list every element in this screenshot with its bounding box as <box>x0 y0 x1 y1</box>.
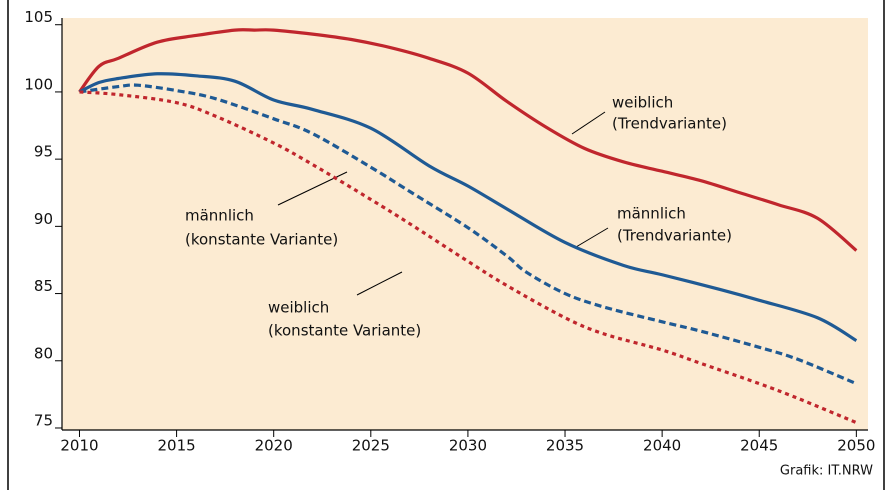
x-tick-label: 2040 <box>643 437 681 455</box>
y-tick-label: 85 <box>34 277 53 295</box>
x-tick-label: 2020 <box>255 437 293 455</box>
series-line <box>79 90 857 425</box>
x-tick-label: 2045 <box>740 437 778 455</box>
y-tick-label: 105 <box>24 8 53 26</box>
y-tick-label: 75 <box>34 411 53 429</box>
leader-line <box>571 111 606 135</box>
x-tick-label: 2010 <box>60 437 98 455</box>
annotation: (Trendvariante) <box>617 227 732 245</box>
y-tick-label: 100 <box>24 75 53 93</box>
x-tick-label: 2015 <box>157 437 195 455</box>
x-tick-label: 2025 <box>352 437 390 455</box>
y-tick-label: 95 <box>34 143 53 161</box>
annotation: weiblich <box>268 299 329 317</box>
y-tick-label: 90 <box>34 210 53 228</box>
series-line <box>78 72 858 342</box>
x-tick-label: 2035 <box>546 437 584 455</box>
x-tick-label: 2030 <box>449 437 487 455</box>
leader-line <box>356 271 403 296</box>
series-line <box>78 28 858 252</box>
leader-line <box>575 227 609 248</box>
series-line <box>79 83 857 386</box>
annotation: männlich <box>185 207 254 225</box>
annotation: (konstante Variante) <box>268 322 421 340</box>
source: Grafik: IT.NRW <box>780 464 873 479</box>
annotation: weiblich <box>612 94 673 112</box>
annotation: männlich <box>617 205 686 223</box>
annotation: (Trendvariante) <box>612 115 727 133</box>
annotation: (konstante Variante) <box>185 231 338 249</box>
y-tick-label: 80 <box>34 344 53 362</box>
x-tick-label: 2050 <box>837 437 875 455</box>
